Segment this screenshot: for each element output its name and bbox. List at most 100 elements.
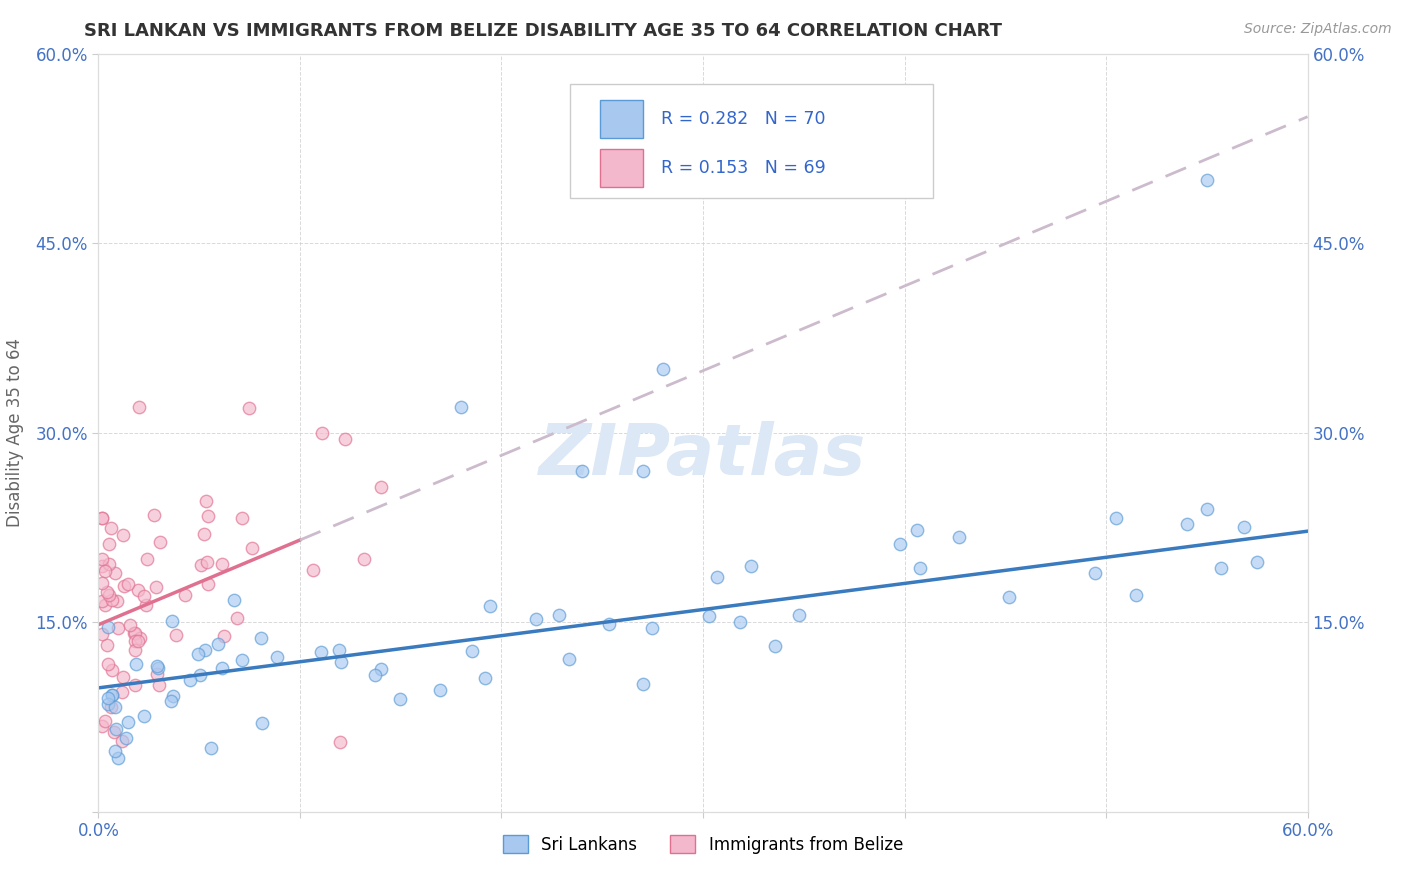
Point <box>105 593 128 607</box>
FancyBboxPatch shape <box>600 149 643 187</box>
Point <box>127 633 149 648</box>
Point <box>1175 516 1198 531</box>
Point <box>117 715 139 730</box>
Point <box>461 644 484 658</box>
Point <box>1105 511 1128 525</box>
Point <box>111 734 134 748</box>
Point <box>159 694 181 708</box>
Text: ZIPatlas: ZIPatlas <box>540 421 866 490</box>
Point <box>91 576 114 591</box>
Point <box>200 740 222 755</box>
Point <box>100 699 122 714</box>
Point <box>101 688 124 702</box>
Point <box>145 666 167 681</box>
Point <box>101 688 124 702</box>
Point <box>97 697 120 711</box>
Point <box>94 599 117 613</box>
Point <box>125 657 148 672</box>
Legend: Sri Lankans, Immigrants from Belize: Sri Lankans, Immigrants from Belize <box>496 829 910 860</box>
Point <box>787 608 810 623</box>
Point <box>195 555 218 569</box>
Point <box>112 579 135 593</box>
Point <box>128 631 150 645</box>
Point <box>94 565 117 579</box>
Point <box>110 684 132 698</box>
Y-axis label: Disability Age 35 to 64: Disability Age 35 to 64 <box>7 338 24 527</box>
Point <box>311 425 333 440</box>
Point <box>524 612 547 626</box>
Point <box>301 564 323 578</box>
Point <box>96 638 118 652</box>
Point <box>91 551 114 566</box>
Point <box>908 561 931 575</box>
Point <box>173 588 195 602</box>
Point <box>631 464 654 478</box>
Point <box>145 659 167 673</box>
Point <box>91 511 114 525</box>
Point <box>190 558 212 573</box>
Point <box>226 611 249 625</box>
Point <box>547 607 569 622</box>
Point <box>211 557 233 571</box>
FancyBboxPatch shape <box>569 84 932 198</box>
Point <box>211 660 233 674</box>
Text: SRI LANKAN VS IMMIGRANTS FROM BELIZE DISABILITY AGE 35 TO 64 CORRELATION CHART: SRI LANKAN VS IMMIGRANTS FROM BELIZE DIS… <box>84 22 1002 40</box>
Point <box>474 671 496 685</box>
Point <box>330 655 353 669</box>
Point <box>165 628 187 642</box>
Point <box>104 700 127 714</box>
Point <box>1209 561 1232 575</box>
Point <box>97 690 120 705</box>
Point <box>91 626 114 640</box>
Point <box>1246 555 1268 569</box>
Point <box>122 625 145 640</box>
Point <box>706 570 728 584</box>
Point <box>640 621 662 635</box>
Point <box>107 621 129 635</box>
Point <box>111 527 134 541</box>
Point <box>222 593 245 607</box>
Point <box>207 637 229 651</box>
Point <box>124 625 146 640</box>
Point <box>240 541 263 555</box>
Point <box>187 648 209 662</box>
Point <box>740 559 762 574</box>
Point <box>328 643 350 657</box>
Point <box>96 585 118 599</box>
Point <box>132 709 155 723</box>
Point <box>105 722 128 736</box>
Point <box>697 608 720 623</box>
Point <box>948 530 970 544</box>
Point <box>353 552 375 566</box>
Point <box>193 526 215 541</box>
Point <box>104 566 127 581</box>
Point <box>370 662 392 676</box>
Point <box>388 692 411 706</box>
Point <box>231 511 253 525</box>
Point <box>104 744 127 758</box>
Point <box>91 559 114 574</box>
Point <box>101 593 124 607</box>
Point <box>91 594 114 608</box>
Point <box>763 639 786 653</box>
Point <box>335 432 357 446</box>
Point <box>364 668 387 682</box>
Point <box>238 401 260 416</box>
Point <box>197 509 219 524</box>
Point <box>252 715 274 730</box>
Point <box>107 751 129 765</box>
Point <box>450 401 472 415</box>
Point <box>148 678 170 692</box>
Point <box>558 651 581 665</box>
Point <box>124 678 146 692</box>
Point <box>115 731 138 745</box>
Point <box>889 537 911 551</box>
Point <box>266 649 288 664</box>
Point <box>118 617 141 632</box>
Point <box>1084 566 1107 581</box>
Point <box>479 599 502 613</box>
Point <box>193 642 215 657</box>
Point <box>91 718 114 732</box>
Point <box>212 629 235 643</box>
Point <box>631 677 654 691</box>
